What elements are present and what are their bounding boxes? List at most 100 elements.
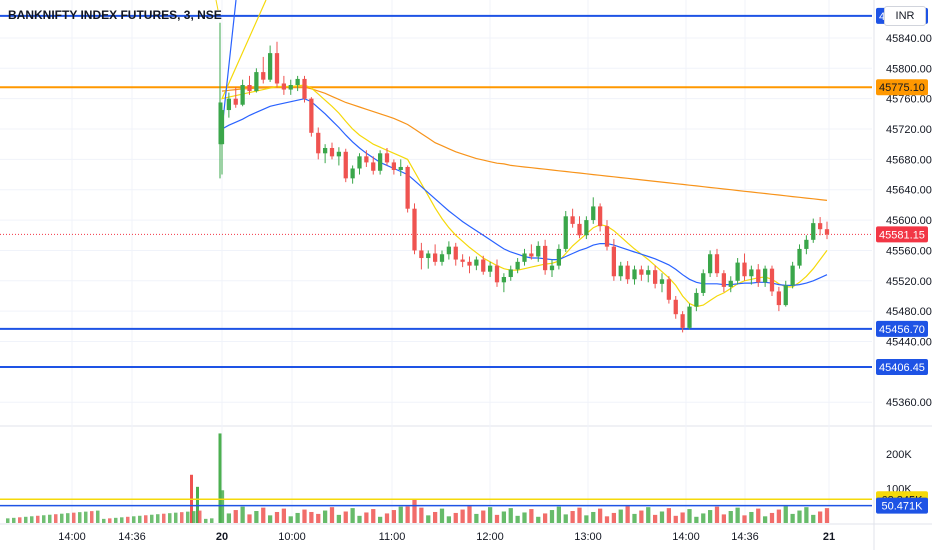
candle-body [597, 206, 603, 227]
volume-bar [797, 510, 802, 523]
volume-bar [563, 514, 568, 523]
volume-tick-label: 200K [886, 449, 912, 461]
volume-bar [597, 508, 603, 523]
price-tick-label: 45480.00 [886, 306, 932, 318]
volume-bar [515, 515, 520, 523]
volume-bar [398, 506, 403, 523]
candle-body [426, 253, 431, 259]
volume-bar [474, 513, 479, 523]
candle-body [762, 268, 768, 283]
volume-bar [108, 518, 112, 523]
price-level-label: 45406.45 [879, 362, 925, 374]
ma-line-blue [221, 0, 828, 286]
volume-bar [322, 510, 328, 523]
volume-bar [120, 517, 124, 523]
candle-body [240, 85, 245, 105]
candle-body [343, 151, 348, 179]
volume-bar [371, 509, 376, 523]
volume-bar [824, 508, 830, 523]
price-axis[interactable]: 45840.00 45800.00 45760.00 45720.00 45680.00… [876, 7, 932, 409]
candle-body [618, 265, 623, 277]
volume-bar [536, 516, 541, 523]
volume-bar [156, 514, 160, 523]
volume-bar [30, 516, 34, 523]
candle-body [707, 254, 713, 274]
price-tick-label: 45840.00 [886, 33, 932, 45]
candle-body [687, 306, 692, 328]
volume-bar [611, 512, 617, 523]
volume-bar [204, 518, 208, 523]
price-tick-label: 45760.00 [886, 94, 932, 106]
price-tick-label: 45560.00 [886, 245, 932, 257]
time-tick-label: 21 [823, 531, 835, 543]
candle-body [522, 253, 527, 262]
candle-body [508, 269, 513, 278]
volume-bar [219, 490, 225, 523]
candle-body [261, 72, 266, 80]
volume-bar [749, 511, 754, 523]
volume-bar [666, 508, 672, 523]
time-tick-label: 14:36 [118, 531, 146, 543]
volume-bar [42, 515, 46, 523]
volume-bar [267, 515, 273, 523]
volume-bar [54, 514, 58, 523]
volume-bar [646, 507, 651, 523]
volume-bar [226, 513, 232, 523]
candle-body [487, 265, 493, 272]
volume-bar [762, 516, 768, 523]
symbol-title: BANKNIFTY INDEX FUTURES, 3, NSE [8, 8, 222, 22]
volume-bar [453, 512, 458, 523]
volume-bar [439, 508, 445, 523]
volume-axis[interactable]: 200K100K68.845K50.471K [876, 449, 928, 514]
volume-level-tag [876, 497, 928, 514]
candle-body [714, 254, 720, 274]
candle-body [611, 246, 617, 277]
candle-body [659, 279, 665, 284]
time-axis[interactable]: 14:00 14:36 20 10:00 11:00 12:00 13:00 14:00 14:… [58, 531, 835, 543]
volume-bar [302, 509, 307, 523]
candles [218, 22, 830, 333]
ma-line-orange [221, 86, 828, 201]
volume-bar [604, 516, 610, 523]
candle-body [439, 254, 445, 262]
volume-bar [364, 512, 369, 523]
volume-bar [508, 508, 513, 523]
currency-button[interactable]: INR [884, 6, 926, 26]
candle-body [632, 269, 637, 280]
time-tick-label: 14:00 [672, 531, 700, 543]
volume-bar [714, 506, 720, 523]
candle-body [247, 85, 252, 92]
horizontal-levels[interactable] [0, 14, 872, 368]
volume-bar [591, 511, 596, 523]
candle-body [494, 265, 500, 283]
volume-bar [218, 433, 222, 523]
ma-line-yellow [220, 0, 828, 308]
volume-bar [36, 515, 40, 523]
candle-body [652, 270, 658, 284]
time-tick-label: 12:00 [476, 531, 504, 543]
volume-bar [811, 514, 816, 523]
volume-bar [329, 507, 335, 523]
candle-body [329, 147, 335, 157]
volume-bar [90, 511, 94, 523]
candle-body [515, 261, 520, 270]
candle-body [295, 78, 300, 85]
candle-body [721, 273, 727, 287]
volume-bar [254, 511, 259, 523]
candle-body [639, 269, 644, 275]
volume-bar [618, 509, 623, 523]
volume-bar [233, 510, 238, 523]
volume-bar [426, 515, 431, 523]
candle-body [254, 72, 259, 92]
candle-body [218, 102, 222, 145]
time-tick-label: 11:00 [379, 531, 406, 543]
candle-body [316, 132, 321, 154]
time-tick-label: 13:00 [574, 531, 602, 543]
volume-bar [391, 510, 397, 523]
volume-bar [742, 515, 747, 523]
volume-bar [6, 518, 10, 523]
volume-bar [343, 511, 348, 523]
candle-body [302, 78, 307, 99]
